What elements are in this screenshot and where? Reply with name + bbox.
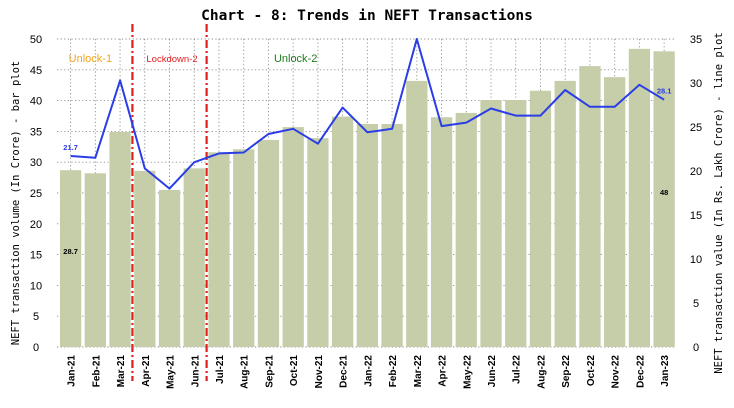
bar xyxy=(604,77,626,347)
x-tick-label: May-21 xyxy=(166,355,177,389)
bar xyxy=(628,48,651,348)
bar xyxy=(356,124,378,348)
data-label: 21.7 xyxy=(63,143,78,152)
x-tick-label: Nov-22 xyxy=(611,355,622,389)
y-right-tick-label: 5 xyxy=(693,298,699,310)
y-left-tick-label: 40 xyxy=(30,96,42,108)
x-tick-label: May-22 xyxy=(462,355,473,389)
bar xyxy=(529,90,552,347)
bar xyxy=(158,189,181,347)
axes: 0 5 10 15 20 25 30 35 40 45 50 0 5 10 15 20 25 30 35 Jan-21… xyxy=(30,34,702,389)
x-tick-label: Jul-22 xyxy=(512,355,523,384)
x-tick-label: Jun-22 xyxy=(487,355,498,388)
y-right-tick-label: 25 xyxy=(690,122,702,134)
y-left-tick-label: 50 xyxy=(30,34,42,46)
phase-label: Lockdown-2 xyxy=(146,54,197,65)
y-right-tick-label: 0 xyxy=(693,342,699,354)
bar xyxy=(134,170,156,347)
y-left-tick-label: 15 xyxy=(30,250,42,262)
x-tick-label: Oct-21 xyxy=(289,355,300,387)
x-tick-label: Sep-21 xyxy=(264,355,275,388)
data-label: 28.7 xyxy=(63,247,78,256)
y-right-tick-label: 20 xyxy=(690,166,702,178)
y-left-tick-label: 20 xyxy=(30,219,42,231)
bar-series xyxy=(59,48,675,348)
x-tick-label: Dec-22 xyxy=(635,355,646,388)
bar xyxy=(455,112,477,347)
y-right-tick-label: 10 xyxy=(690,254,702,266)
bar xyxy=(257,140,280,347)
bar xyxy=(59,170,82,347)
y-right-tick-label: 30 xyxy=(690,78,702,90)
x-tick-label: Mar-22 xyxy=(413,355,424,388)
bar xyxy=(307,138,329,347)
phase-label: Unlock-2 xyxy=(274,53,317,65)
data-label: 28.1 xyxy=(657,87,672,96)
bar xyxy=(480,99,502,347)
bar xyxy=(505,99,527,347)
y-left-tick-label: 5 xyxy=(33,311,39,323)
x-tick-label: Nov-21 xyxy=(314,355,325,389)
y-left-tick-label: 0 xyxy=(33,342,39,354)
bar xyxy=(406,80,428,347)
x-tick-label: Sep-22 xyxy=(561,355,572,388)
bar xyxy=(183,168,205,347)
chart-title: Chart - 8: Trends in NEFT Transactions xyxy=(201,8,533,24)
x-tick-label: Mar-21 xyxy=(116,355,127,388)
x-tick-label: Jan-23 xyxy=(660,355,671,387)
bar xyxy=(653,51,675,347)
x-tick-label: Jul-21 xyxy=(215,355,226,384)
bar xyxy=(554,80,576,347)
bar xyxy=(381,124,403,348)
y-right-tick-label: 35 xyxy=(690,34,702,46)
y-axis-right-label: NEFT transaction value (In Rs. Lakh Cror… xyxy=(713,32,725,373)
y-axis-left-label: NEFT transaction volume (In Crore) - bar… xyxy=(10,61,22,345)
bar xyxy=(208,152,230,347)
line-series xyxy=(70,38,665,190)
y-left-tick-label: 10 xyxy=(30,280,42,292)
x-tick-label: Aug-22 xyxy=(536,355,547,389)
x-tick-label: Jan-21 xyxy=(67,355,78,387)
line-series-path xyxy=(70,38,665,190)
bar xyxy=(332,116,354,347)
x-tick-label: Dec-21 xyxy=(339,355,350,388)
x-tick-label: Aug-21 xyxy=(240,355,251,389)
x-tick-label: Apr-21 xyxy=(141,355,152,387)
x-tick-label: Feb-21 xyxy=(91,355,102,388)
bar xyxy=(109,132,131,347)
x-tick-label: Apr-22 xyxy=(438,355,449,387)
data-labels: Unlock-1 Lockdown-2 Unlock-2 21.7 28.1 28.7 48 xyxy=(63,53,671,256)
y-left-tick-label: 35 xyxy=(30,126,42,138)
phase-separators xyxy=(131,24,208,381)
bar xyxy=(282,127,304,347)
data-label: 48 xyxy=(660,188,668,197)
y-right-tick-label: 15 xyxy=(690,210,702,222)
x-tick-label: Oct-22 xyxy=(586,355,597,387)
bar xyxy=(579,66,601,347)
bar xyxy=(233,149,255,347)
bar xyxy=(430,117,453,348)
phase-label: Unlock-1 xyxy=(69,53,112,65)
x-tick-label: Jan-22 xyxy=(363,355,374,387)
y-left-tick-label: 25 xyxy=(30,188,42,200)
y-left-tick-label: 45 xyxy=(30,65,42,77)
x-tick-label: Jun-21 xyxy=(190,355,201,388)
y-left-tick-label: 30 xyxy=(30,157,42,169)
x-tick-label: Feb-22 xyxy=(388,355,399,388)
bar xyxy=(84,173,106,347)
